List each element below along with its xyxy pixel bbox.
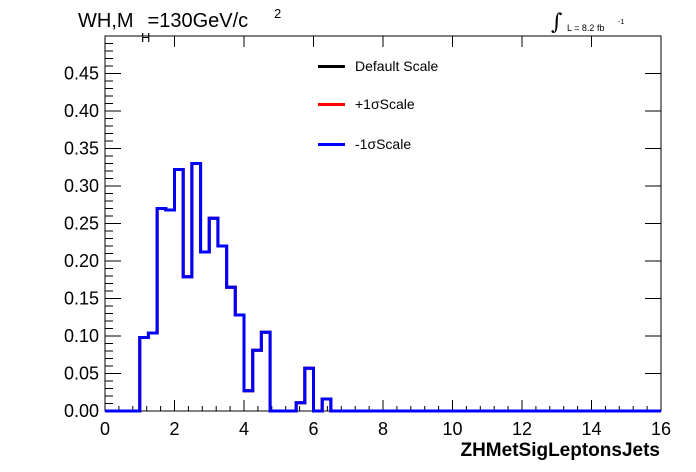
legend-label-minus1sigma: -1σScale — [355, 136, 412, 152]
x-tick-label: 0 — [100, 419, 110, 439]
legend-swatch-minus1sigma — [318, 142, 345, 146]
legend-entry-plus1sigma: +1σScale — [318, 96, 415, 112]
legend-swatch-default — [318, 64, 345, 68]
x-tick-label: 16 — [651, 419, 671, 439]
x-tick-label: 8 — [378, 419, 388, 439]
integral-symbol: ∫ — [551, 10, 563, 35]
x-tick-label: 4 — [239, 419, 249, 439]
series-line-0 — [105, 162, 661, 413]
x-tick-label: 10 — [442, 419, 462, 439]
y-tick-label: 0.35 — [64, 139, 99, 159]
legend-label-plus1sigma: +1σScale — [355, 96, 415, 112]
x-tick-label: 6 — [308, 419, 318, 439]
luminosity-label: L = 8.2 fb — [567, 23, 605, 33]
y-tick-label: 0.45 — [64, 64, 99, 84]
axes: 0 2 4 6 8 10 12 14 16 0.00 0.05 0.10 0.15 0.20 0.25 0.3… — [64, 35, 671, 439]
x-tick-label: 14 — [581, 419, 601, 439]
chart-title: WH,M =130GeV/c — [78, 10, 248, 33]
title-subscript: H — [141, 30, 151, 45]
y-tick-label: 0.20 — [64, 251, 99, 271]
title-superscript: 2 — [274, 6, 282, 21]
y-tick-label: 0.00 — [64, 401, 99, 421]
y-tick-label: 0.30 — [64, 176, 99, 196]
y-tick-label: 0.05 — [64, 364, 99, 384]
title-rest-text: =130GeV/c — [147, 10, 249, 32]
x-tick-label: 2 — [169, 419, 179, 439]
x-tick-label: 12 — [512, 419, 532, 439]
y-tick-label: 0.10 — [64, 326, 99, 346]
plot-frame — [104, 35, 662, 412]
legend-entry-minus1sigma: -1σScale — [318, 136, 411, 152]
y-tick-label: 0.40 — [64, 101, 99, 121]
legend-swatch-plus1sigma — [318, 102, 345, 106]
series-line-2 — [105, 162, 661, 413]
x-axis-title: ZHMetSigLeptonsJets — [460, 440, 660, 461]
legend-label-default: Default Scale — [355, 58, 439, 74]
title-main-text: WH,M — [78, 10, 134, 32]
y-tick-label: 0.15 — [64, 289, 99, 309]
series-group — [105, 162, 661, 413]
legend-entry-default: Default Scale — [318, 58, 438, 74]
series-line-1 — [105, 162, 661, 413]
y-tick-label: 0.25 — [64, 214, 99, 234]
luminosity-superscript: -1 — [618, 19, 625, 26]
